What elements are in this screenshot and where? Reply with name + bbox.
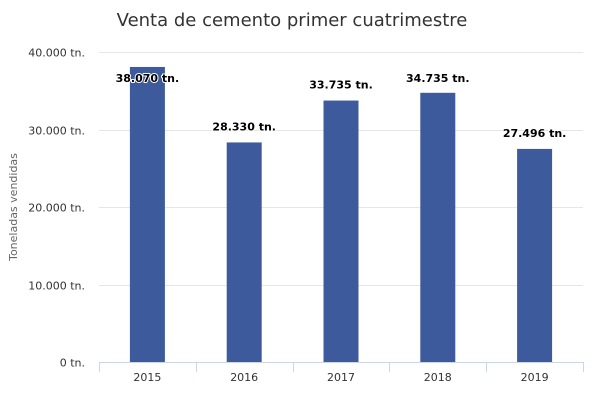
data-labels: 38.070 tn. 28.330 tn. 33.735 tn. 34.735 tn.… (115, 71, 568, 141)
y-axis-ticks: 0 tn. 10.000 tn. 20.000 tn. 30.000 tn. 40.00… (28, 47, 85, 370)
y-tick-label: 20.000 tn. (28, 202, 85, 215)
data-label: 27.496 tn. (503, 127, 567, 140)
y-tick-label: 10.000 tn. (28, 280, 85, 293)
x-tick-label: 2015 (133, 371, 161, 384)
bar-2017 (323, 100, 359, 363)
bar-2018 (420, 92, 456, 363)
data-label: 28.330 tn. (212, 120, 276, 133)
bars (129, 66, 553, 363)
data-label: 34.735 tn. (406, 72, 470, 85)
x-axis: 2015 2016 2017 2018 2019 (99, 362, 584, 384)
x-tick-label: 2017 (327, 371, 355, 384)
data-label: 33.735 tn. (309, 79, 373, 92)
y-tick-label: 30.000 tn. (28, 125, 85, 138)
chart-title: Venta de cemento primer cuatrimestre (117, 10, 468, 31)
bar-2015 (129, 66, 165, 363)
bar-2016 (226, 142, 262, 362)
x-tick-label: 2018 (424, 371, 452, 384)
y-axis-label: Toneladas vendidas (7, 153, 20, 262)
y-tick-label: 0 tn. (60, 357, 85, 370)
y-tick-label: 40.000 tn. (28, 47, 85, 60)
bar-2019 (517, 148, 553, 362)
x-tick-label: 2019 (521, 371, 549, 384)
x-tick-label: 2016 (230, 371, 258, 384)
data-label: 38.070 tn. (116, 72, 180, 85)
